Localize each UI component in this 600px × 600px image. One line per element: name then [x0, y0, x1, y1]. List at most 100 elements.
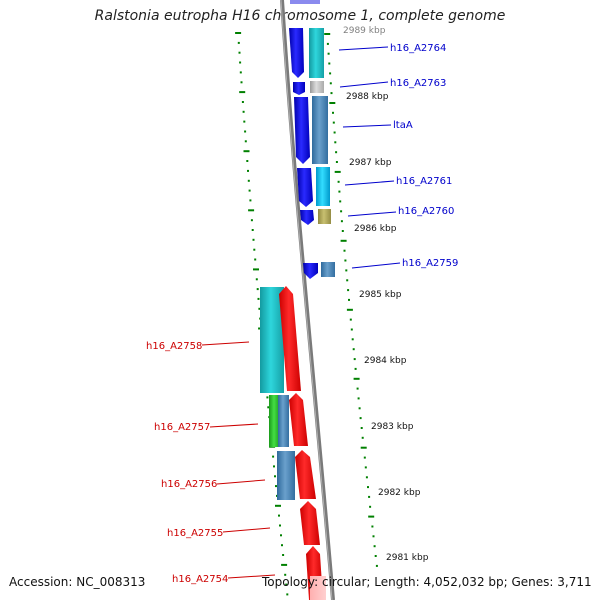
left-ruler-tick [247, 179, 250, 182]
right-ruler-tick [374, 555, 377, 557]
right-ruler-tick [326, 42, 329, 45]
accession-text: Accession: NC_008313 [9, 575, 146, 589]
right-ruler-tick [340, 239, 347, 242]
right-ruler-tick [357, 397, 360, 400]
left-ruler-tick [247, 169, 249, 172]
right-ruler-tick [334, 141, 337, 144]
forward-gene-features [289, 0, 335, 279]
kbp-scale: 2989 kbp 2988 kbp 2987 kbp 2986 kbp 2985… [343, 26, 429, 563]
left-ruler-tick [239, 71, 242, 74]
left-ruler-tick [244, 130, 247, 133]
left-ruler-tick [238, 51, 241, 54]
kbp-label-2981: 2981 kbp [386, 553, 429, 563]
right-ruler-tick [350, 328, 353, 331]
gene-block-steel-1 [312, 96, 328, 164]
right-ruler-tick [337, 180, 340, 183]
right-ruler-tick [365, 476, 368, 479]
right-ruler-tick [334, 170, 341, 173]
left-ruler-tick [267, 406, 270, 409]
gene-label-h16-a2758: h16_A2758 [146, 341, 202, 352]
reverse-gene-features [260, 286, 326, 600]
gene-label-h16-a2759: h16_A2759 [402, 258, 458, 269]
kbp-label-2982: 2982 kbp [378, 488, 421, 498]
left-ruler-tick [244, 140, 247, 143]
right-ruler-tick [328, 62, 331, 65]
right-ruler-tick [356, 387, 359, 390]
genome-axis [280, 0, 335, 600]
right-ruler-tick [348, 298, 350, 301]
gene-label-h16-a2754: h16_A2754 [172, 574, 228, 585]
left-ruler-tick [256, 288, 259, 291]
left-ruler-tick [278, 514, 280, 517]
right-ruler-tick [329, 82, 332, 85]
right-ruler-tick [340, 220, 343, 223]
left-ruler-tick [240, 81, 243, 84]
left-ruler-tick [257, 297, 260, 300]
right-ruler-tick [372, 535, 375, 538]
gene-block-olive [318, 209, 331, 224]
gene-label-h16-a2757: h16_A2757 [154, 422, 210, 433]
gene-arrow-h16-a2755 [300, 501, 320, 545]
gene-arrow-h16-a2757 [289, 393, 308, 446]
right-ruler-tick [332, 111, 334, 114]
kbp-label-2985: 2985 kbp [359, 290, 402, 300]
right-ruler-tick [368, 495, 371, 498]
right-ruler-tick [346, 279, 349, 282]
right-ruler-tick [353, 377, 360, 380]
right-ruler-tick [367, 486, 369, 489]
right-ruler-tick [344, 259, 347, 262]
topology-text: Topology: circular; Length: 4,052,032 bp… [262, 575, 592, 589]
right-ruler-tick [364, 466, 367, 469]
left-ruler-tick [253, 248, 256, 251]
right-ruler-tick [358, 407, 361, 410]
reverse-gene-labels: h16_A2758 h16_A2757 h16_A2756 h16_A2755 … [146, 341, 276, 585]
right-ruler-tick [359, 417, 362, 420]
gene-arrow-h16-a2756 [295, 450, 316, 499]
right-ruler-tick [347, 289, 350, 292]
left-ruler-tick [243, 120, 246, 123]
gene-arrow-h16-a2759 [303, 263, 318, 279]
left-ruler-tick [250, 219, 253, 222]
right-ruler-tick [349, 318, 352, 321]
gene-arrow-ltaa [294, 97, 310, 164]
right-ruler-tick [343, 249, 346, 252]
left-ruler-tick [254, 258, 257, 261]
left-ruler-tick [235, 32, 242, 34]
left-ruler-tick [239, 61, 242, 64]
gene-label-ltaa: ltaA [393, 120, 413, 131]
left-ruler-tick [239, 91, 246, 94]
right-ruler-tick [333, 131, 336, 134]
right-ruler-tick [345, 269, 348, 272]
right-ruler-tick [329, 102, 336, 104]
left-ruler-tick [274, 475, 276, 478]
left-ruler-tick [253, 268, 259, 271]
left-ruler-tick [285, 583, 288, 586]
right-ruler-tick [375, 564, 378, 567]
gene-block-steel-4 [277, 451, 295, 500]
left-ruler-tick [241, 101, 244, 103]
left-ruler-tick [255, 278, 258, 281]
left-ruler-tick [280, 534, 282, 537]
left-ruler-tick [248, 209, 255, 212]
left-ruler-tick [258, 307, 261, 310]
left-ruler-tick [243, 150, 250, 153]
left-ruler-tick [286, 593, 289, 596]
left-ruler-tick [237, 41, 240, 44]
kbp-label-2988: 2988 kbp [346, 92, 389, 102]
right-ruler-tick [335, 151, 338, 154]
right-tick-ruler [324, 33, 378, 567]
genome-axis-highlight [280, 0, 333, 600]
right-ruler-tick [373, 545, 376, 548]
right-ruler-tick [341, 230, 344, 232]
gene-block-steel-2 [321, 262, 335, 277]
right-ruler-tick [332, 121, 335, 124]
left-ruler-tick [249, 199, 252, 202]
gene-block-pink [310, 576, 326, 600]
left-ruler-tick [279, 524, 281, 527]
gene-arrow-h16-a2764 [289, 28, 304, 78]
right-ruler-tick [339, 200, 342, 203]
right-ruler-tick [363, 456, 366, 459]
right-ruler-tick [340, 210, 343, 213]
right-ruler-tick [360, 427, 363, 429]
